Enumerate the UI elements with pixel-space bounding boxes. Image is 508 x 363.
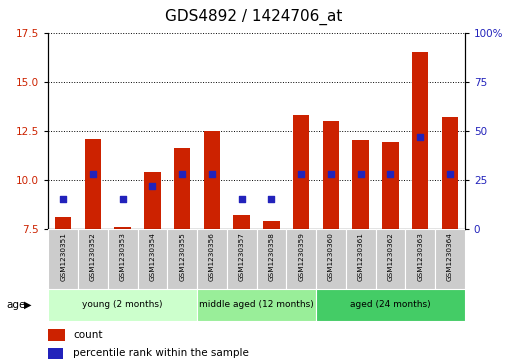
Bar [442, 117, 458, 229]
Bar [78, 229, 108, 289]
Text: GSM1230358: GSM1230358 [268, 232, 274, 281]
Bar [412, 52, 428, 229]
Point [118, 196, 126, 202]
Bar [323, 121, 339, 229]
Point [387, 171, 395, 177]
Text: GSM1230362: GSM1230362 [388, 232, 393, 281]
Point [148, 183, 156, 188]
Text: GSM1230360: GSM1230360 [328, 232, 334, 281]
Bar [48, 329, 65, 341]
Text: GSM1230351: GSM1230351 [60, 232, 66, 281]
Bar [234, 215, 250, 229]
Bar [108, 229, 138, 289]
Point [208, 171, 216, 177]
Text: GSM1230363: GSM1230363 [417, 232, 423, 281]
Bar [346, 229, 375, 289]
Text: aged (24 months): aged (24 months) [350, 301, 431, 309]
Bar [353, 140, 369, 229]
Point [178, 171, 186, 177]
Bar [85, 139, 101, 229]
Bar [375, 229, 405, 289]
Bar [263, 221, 279, 229]
Point [267, 196, 275, 202]
Text: GSM1230359: GSM1230359 [298, 232, 304, 281]
Bar [197, 289, 316, 321]
Text: GSM1230355: GSM1230355 [179, 232, 185, 281]
Bar [55, 217, 71, 229]
Bar [48, 348, 63, 359]
Bar [167, 229, 197, 289]
Point [416, 134, 424, 139]
Bar [435, 229, 465, 289]
Bar [48, 289, 197, 321]
Bar [293, 115, 309, 229]
Point [297, 171, 305, 177]
Text: GSM1230364: GSM1230364 [447, 232, 453, 281]
Text: GSM1230352: GSM1230352 [90, 232, 96, 281]
Text: percentile rank within the sample: percentile rank within the sample [73, 348, 249, 358]
Bar [114, 227, 131, 229]
Point [446, 171, 454, 177]
Text: GSM1230353: GSM1230353 [120, 232, 125, 281]
Text: middle aged (12 months): middle aged (12 months) [199, 301, 314, 309]
Bar [144, 172, 161, 229]
Bar [174, 148, 190, 229]
Text: GSM1230357: GSM1230357 [239, 232, 245, 281]
Bar [48, 229, 78, 289]
Bar [204, 131, 220, 229]
Point [357, 171, 365, 177]
Point [238, 196, 246, 202]
Point [59, 196, 67, 202]
Bar [257, 229, 287, 289]
Bar [138, 229, 167, 289]
Bar [382, 142, 399, 229]
Bar [405, 229, 435, 289]
Bar [316, 289, 465, 321]
Bar [287, 229, 316, 289]
Bar [316, 229, 346, 289]
Text: GSM1230356: GSM1230356 [209, 232, 215, 281]
Point [327, 171, 335, 177]
Text: count: count [73, 330, 103, 340]
Point [89, 171, 97, 177]
Text: GSM1230354: GSM1230354 [149, 232, 155, 281]
Text: young (2 months): young (2 months) [82, 301, 163, 309]
Bar [227, 229, 257, 289]
Text: GDS4892 / 1424706_at: GDS4892 / 1424706_at [165, 9, 343, 25]
Text: age: age [6, 300, 25, 310]
Text: ▶: ▶ [24, 300, 32, 310]
Text: GSM1230361: GSM1230361 [358, 232, 364, 281]
Bar [197, 229, 227, 289]
